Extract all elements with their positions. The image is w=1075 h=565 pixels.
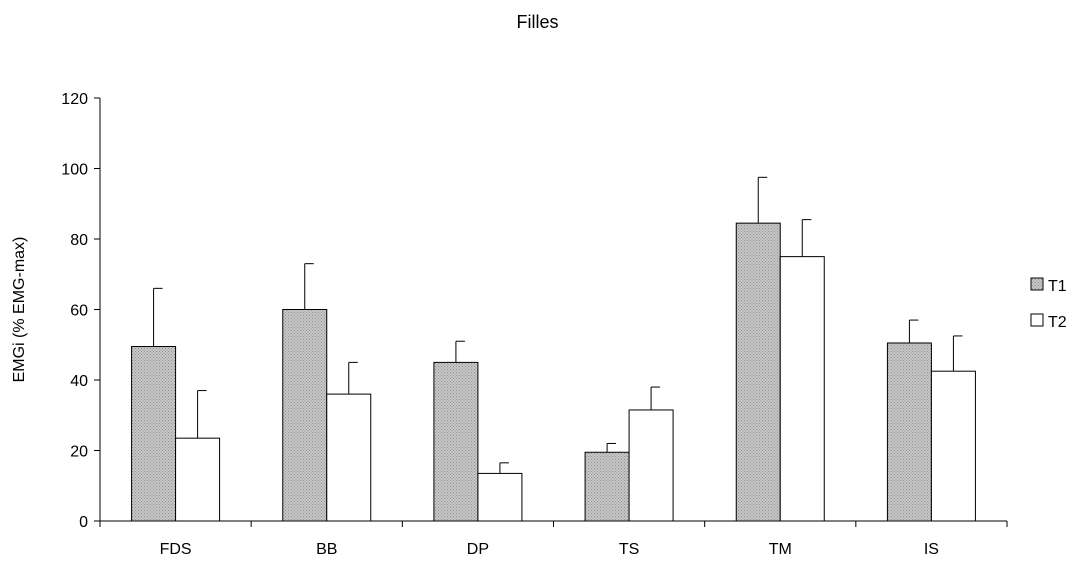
bar-t1-bb (282, 309, 328, 522)
bar-t1-ts (584, 451, 630, 522)
tick-labels: 0 20 40 60 80 100 120 EMGi (% EMG-max) FDS BB DP TS… (11, 91, 939, 558)
bars (131, 222, 976, 522)
bar-t2-is (930, 370, 976, 522)
bar-t1-dp (433, 361, 479, 522)
axes (94, 97, 1008, 527)
x-tick-label: IS (924, 541, 939, 558)
y-tick-label: 0 (79, 514, 88, 531)
bar-t2-tm (779, 256, 825, 522)
legend-swatch-t2 (1030, 313, 1044, 327)
y-tick-label: 120 (61, 91, 88, 108)
bar-t2-ts (628, 409, 674, 522)
y-tick-label: 20 (70, 444, 88, 461)
y-tick-label: 60 (70, 303, 88, 320)
bar-t2-fds (175, 437, 221, 522)
bar-t2-dp (477, 472, 523, 522)
x-tick-label: BB (316, 541, 337, 558)
bar-t1-fds (131, 346, 177, 522)
y-tick-label: 80 (70, 232, 88, 249)
legend: T1 T2 (1030, 277, 1067, 331)
x-tick-label: TS (619, 541, 639, 558)
bar-t2-bb (326, 393, 372, 522)
legend-label-t1: T1 (1048, 278, 1067, 295)
y-axis-title: EMGi (% EMG-max) (11, 237, 28, 383)
legend-swatch-t1 (1030, 277, 1044, 291)
y-tick-label: 40 (70, 373, 88, 390)
bar-t1-is (886, 342, 932, 522)
x-tick-label: TM (769, 541, 792, 558)
y-tick-label: 100 (61, 162, 88, 179)
x-tick-label: DP (467, 541, 489, 558)
chart-title: Filles (516, 12, 559, 32)
bar-t1-tm (735, 222, 781, 522)
error-bars (153, 176, 963, 474)
legend-label-t2: T2 (1048, 314, 1067, 331)
x-tick-label: FDS (160, 541, 192, 558)
